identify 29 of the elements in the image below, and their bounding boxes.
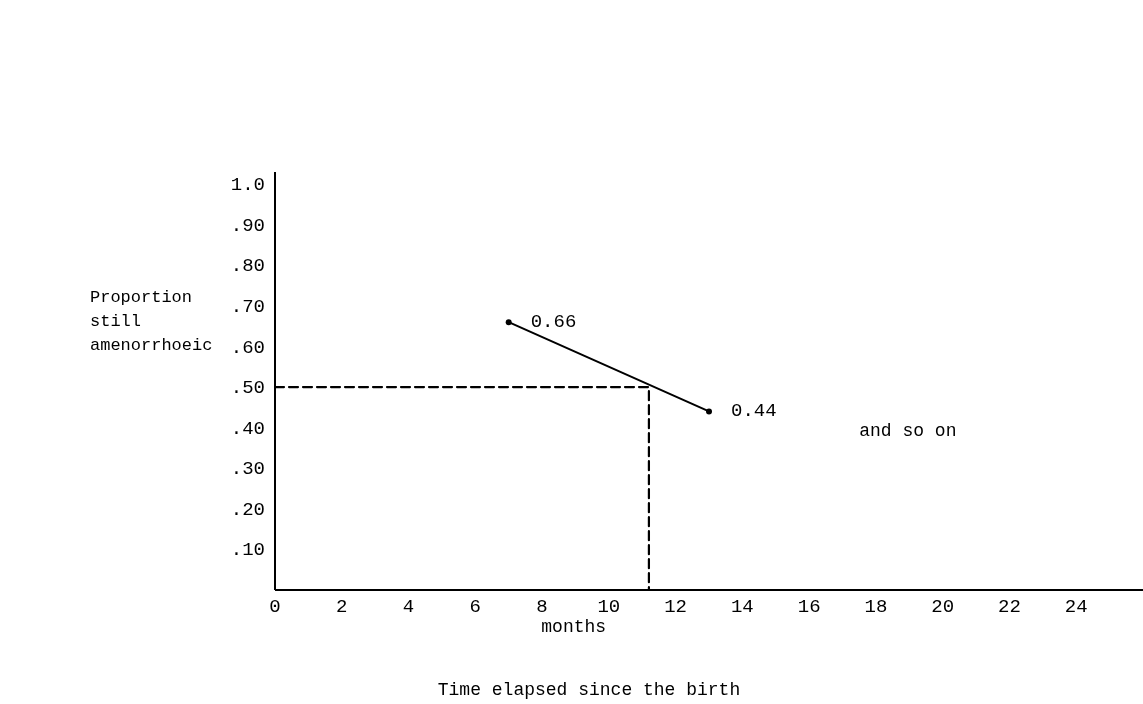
y-axis-title: Proportion still amenorrhoeic: [90, 288, 213, 355]
y-tick-label: .70: [230, 295, 265, 318]
x-tick-label: 20: [931, 596, 955, 618]
x-tick-label: 16: [797, 596, 821, 618]
y-tick-label: .20: [230, 498, 265, 521]
x-tick-label: 12: [664, 596, 688, 618]
y-tick-label: .90: [230, 214, 265, 237]
x-tick-label: 4: [402, 596, 415, 618]
x-tick-label: 2: [336, 596, 348, 618]
x-tick-label: 14: [730, 596, 754, 618]
y-tick-label: .40: [230, 417, 265, 440]
text: Time elapsed since the birth: [437, 680, 741, 700]
x-tick-label: 24: [1064, 596, 1088, 618]
data-label: 0.66: [530, 311, 577, 334]
y-tick-label: .50: [230, 377, 265, 400]
x-tick-label: 6: [469, 596, 482, 618]
annotation: and so on: [859, 420, 957, 441]
y-tick-label: .60: [230, 336, 265, 359]
x-tick-label: 22: [998, 596, 1021, 618]
y-tick-label: 1.0: [230, 174, 265, 197]
x-tick-label: 8: [536, 596, 548, 618]
x-tick-label: 18: [864, 596, 888, 618]
x-tick-label: 0: [269, 596, 281, 618]
x-tick-label: 10: [597, 596, 621, 618]
x-axis-title: months: [541, 617, 607, 637]
y-tick-label: .10: [230, 539, 265, 562]
y-tick-label: .80: [230, 255, 265, 278]
y-tick-label: .30: [230, 458, 265, 481]
data-label: 0.44: [731, 400, 777, 423]
